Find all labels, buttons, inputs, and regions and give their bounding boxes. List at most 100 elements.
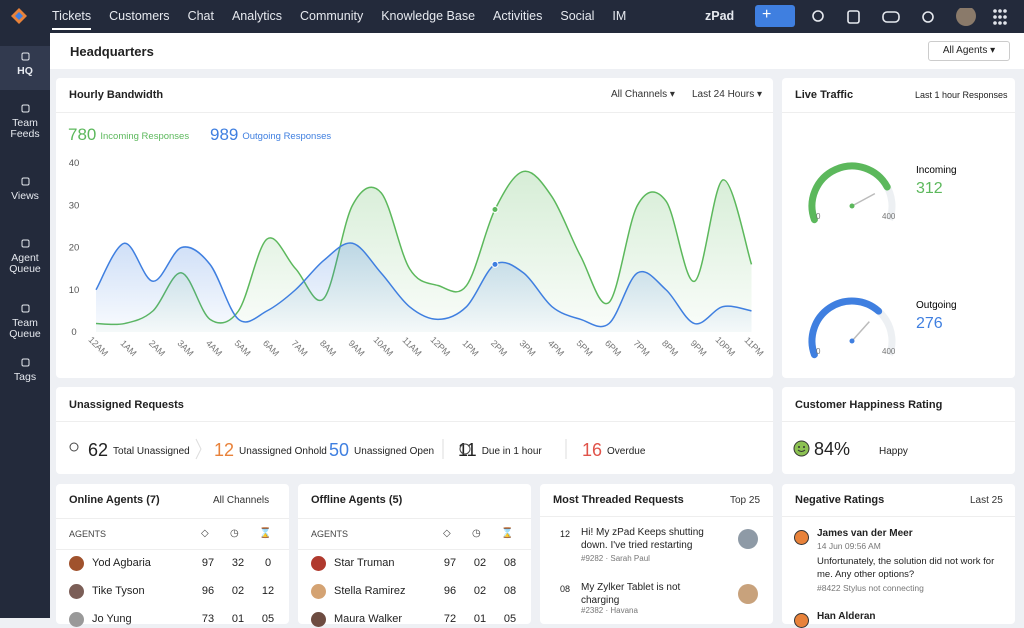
gauge-max: 400 [882,212,896,221]
sidebar-item[interactable]: Team Feeds [0,103,50,140]
avatar [311,584,326,599]
gauge-min: 0 [816,347,821,356]
nav-tab[interactable]: Customers [109,9,170,23]
nav-tab[interactable]: Activities [493,9,543,23]
sad-icon [794,530,809,545]
thread-meta: #9282 · Sarah Paul [581,554,650,563]
x-tick-label: 4AM [204,338,224,358]
thread-text[interactable]: Hi! My zPad Keeps shutting down. I've tr… [581,527,704,551]
rating-comment: Unfortunately, the solution did not work… [817,556,995,580]
hover-point [491,205,499,213]
sidebar-label: Agent Queue [9,252,41,275]
rating-time: 14 Jun 09:56 AM [817,541,881,551]
last-filter[interactable]: Last 25 [970,495,1003,506]
sidebar-icon [21,104,29,113]
nav-tab[interactable]: Knowledge Base [381,9,476,23]
x-tick-label: 11AM [400,335,423,358]
table-header-bg [56,518,289,550]
sidebar-label: Views [11,190,39,202]
channel-filter[interactable]: All Channels ▾ [611,89,675,100]
agent-stat: 73 [201,613,215,625]
rating-ticket: #8422 Stylus not connecting [817,583,924,593]
agent-stat: 97 [443,557,457,569]
avatar [738,584,758,604]
agent-stat: 01 [231,613,245,625]
agent-name: Jo Yung [92,613,132,625]
column-icon: ⌛ [259,528,272,539]
agent-name: Stella Ramirez [334,585,406,597]
card-title: Offline Agents (5) [311,494,403,506]
x-tick-label: 2AM [147,338,167,358]
legend-label[interactable]: Outgoing Responses [242,131,331,142]
sidebar-item[interactable]: Tags [0,357,50,383]
nav-tab[interactable]: Chat [187,9,214,23]
legend-total: 780 [68,125,96,144]
x-tick-label: 6PM [603,338,623,358]
gauge-value [808,297,883,359]
agent-stat: 08 [503,585,517,597]
agent-stat: 96 [201,585,215,597]
series-line [95,242,752,328]
agent-stat: 72 [443,613,457,625]
gauge-hub [849,338,855,344]
period-filter[interactable]: Last 24 Hours ▾ [692,89,763,100]
x-tick-label: 1PM [460,338,480,358]
agent-stat: 32 [231,557,245,569]
sidebar-label: Team Queue [9,317,41,340]
nav-tab[interactable]: Social [560,9,595,23]
agents-filter[interactable]: All Agents ▾ [928,41,1010,61]
agent-stat: 02 [473,585,487,597]
user-icon [69,442,79,452]
series-area [96,171,752,332]
happiness-card: Customer Happiness Rating 84% Happy [782,387,1015,474]
agent-stat: 02 [231,585,245,597]
requester: Havana [610,606,638,615]
x-tick-label: 9PM [688,338,708,358]
x-tick-label: 7PM [631,338,651,358]
card-title: Negative Ratings [795,494,885,506]
new-button[interactable]: + [755,5,795,27]
x-tick-label: 9AM [346,338,366,358]
channel-filter[interactable]: All Channels [213,495,270,506]
live-traffic-card: Live Traffic Last 1 hour Responses 0 400 I… [782,78,1015,378]
sidebar-icon [21,358,29,367]
nav-icons [812,8,1007,26]
table-header-bg [298,518,531,550]
sidebar-item[interactable]: HQ [0,46,50,90]
x-tick-label: 1AM [118,338,138,358]
agent-name: Yod Agbaria [92,557,151,569]
thread-text[interactable]: My Zylker Tablet is not charging [581,582,681,606]
x-tick-label: 8PM [660,338,680,358]
negative-card: Negative Ratings Last 25 James van der M… [782,484,1015,628]
avatar [311,556,326,571]
gauge-name: Incoming [916,165,957,176]
legend-label[interactable]: Incoming Responses [100,131,189,142]
gauge-value [808,162,891,224]
nav-tab[interactable]: Community [300,9,364,23]
nav-tab[interactable]: Analytics [231,9,282,23]
gauge-hub [849,203,855,209]
nav-tab[interactable]: IM [612,9,627,23]
top-filter[interactable]: Top 25 [730,495,761,506]
x-tick-label: 12AM [86,335,110,359]
column-header: AGENTS [311,529,349,539]
nav-tab[interactable]: Tickets [52,9,92,30]
stat-label: Unassigned Open [354,446,435,457]
sidebar-item[interactable]: Team Queue [0,303,50,340]
ticket-id: #2382 [581,606,604,615]
column-icon: ◷ [230,528,239,539]
threads-card: Most Threaded Requests Top 25 12 Hi! My z… [540,484,773,624]
stat-label: Due in 1 hour [481,446,542,457]
bandwidth-chart: 0 10 20 30 40 12AM 1AM 2AM 3AM 4AM 5AM 6AM 7AM 8AM 9AM… [68,125,766,359]
bandwidth-card: Hourly Bandwidth All Channels ▾ Last 24 … [56,78,773,378]
x-tick-label: 7AM [289,338,309,358]
x-tick-label: 3PM [517,338,537,358]
workspace-switch[interactable]: zPad [705,9,735,23]
gauge-needle [851,321,870,342]
sidebar-item[interactable]: Views [0,176,50,202]
sidebar-item[interactable]: Agent Queue [0,238,50,275]
agent-stat: 01 [473,613,487,625]
stat-value: 11 [458,440,477,460]
agent-stat: 05 [261,613,275,625]
